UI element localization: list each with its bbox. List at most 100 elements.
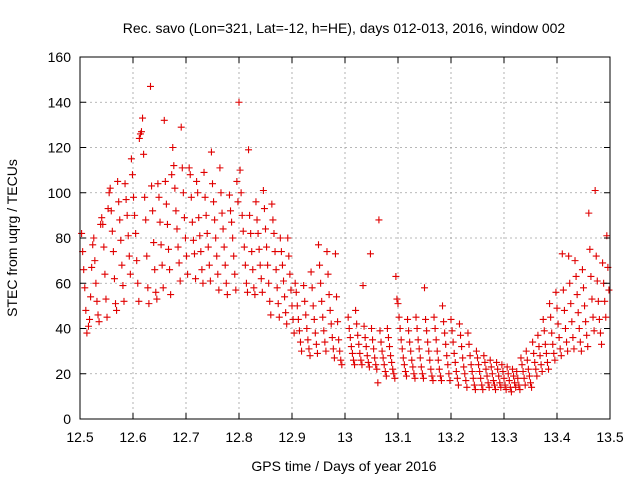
data-point bbox=[566, 279, 574, 287]
data-point bbox=[411, 374, 419, 382]
data-point bbox=[198, 266, 206, 274]
data-point bbox=[317, 279, 325, 287]
data-point bbox=[189, 236, 197, 244]
data-point bbox=[460, 363, 468, 371]
data-point bbox=[327, 320, 335, 328]
data-point bbox=[155, 193, 163, 201]
data-point bbox=[436, 372, 444, 380]
data-point bbox=[561, 325, 569, 332]
y-tick-label: 80 bbox=[55, 230, 71, 246]
data-point bbox=[143, 252, 151, 260]
x-tick-label: 13.1 bbox=[384, 429, 411, 445]
data-point bbox=[114, 177, 122, 185]
data-point bbox=[569, 334, 577, 342]
data-point bbox=[588, 295, 596, 303]
data-point bbox=[318, 297, 326, 305]
data-point bbox=[308, 284, 316, 292]
data-point bbox=[326, 306, 334, 314]
data-point bbox=[144, 284, 152, 292]
data-point bbox=[102, 295, 110, 303]
data-point bbox=[152, 288, 160, 296]
data-point bbox=[594, 297, 602, 305]
data-point bbox=[415, 345, 423, 353]
x-tick-label: 12.8 bbox=[225, 429, 252, 445]
data-point bbox=[592, 252, 600, 260]
data-point bbox=[197, 248, 205, 256]
data-point bbox=[292, 288, 300, 296]
data-point bbox=[251, 291, 259, 299]
data-point bbox=[242, 279, 250, 287]
data-point bbox=[313, 349, 321, 357]
data-point bbox=[548, 329, 556, 337]
data-point bbox=[349, 356, 357, 364]
data-point bbox=[134, 279, 142, 287]
data-point bbox=[264, 261, 272, 269]
data-point bbox=[540, 327, 548, 335]
data-point bbox=[271, 248, 279, 256]
data-point bbox=[467, 361, 475, 369]
data-point bbox=[482, 365, 490, 373]
data-point bbox=[151, 266, 159, 274]
data-point bbox=[234, 198, 242, 206]
data-point bbox=[443, 352, 451, 360]
data-point bbox=[499, 367, 507, 375]
data-point bbox=[457, 331, 465, 339]
data-point bbox=[453, 374, 461, 382]
data-point bbox=[531, 358, 539, 366]
data-point bbox=[252, 198, 260, 206]
data-point bbox=[320, 327, 328, 335]
data-point bbox=[336, 347, 344, 355]
data-point bbox=[581, 302, 589, 310]
data-point bbox=[484, 379, 492, 387]
data-point bbox=[179, 189, 187, 197]
data-point bbox=[422, 315, 430, 323]
data-point bbox=[255, 245, 263, 253]
data-point bbox=[103, 313, 111, 321]
data-point bbox=[178, 164, 186, 172]
data-point bbox=[188, 218, 196, 226]
data-point bbox=[321, 338, 329, 346]
data-point bbox=[274, 300, 282, 308]
data-point bbox=[416, 354, 424, 362]
data-point bbox=[156, 218, 164, 226]
data-point bbox=[532, 365, 540, 373]
data-point bbox=[89, 241, 97, 249]
data-point bbox=[301, 297, 309, 305]
data-point bbox=[417, 363, 425, 371]
data-point bbox=[334, 318, 342, 326]
data-point bbox=[537, 361, 545, 369]
data-point bbox=[428, 372, 436, 380]
y-tick-label: 40 bbox=[55, 321, 71, 337]
data-point bbox=[501, 381, 509, 389]
data-point bbox=[589, 313, 597, 321]
data-point bbox=[545, 365, 553, 373]
data-point bbox=[412, 313, 420, 321]
data-point bbox=[183, 252, 191, 260]
data-point bbox=[306, 352, 314, 360]
data-point bbox=[287, 286, 295, 294]
data-point bbox=[558, 250, 566, 258]
grid-lines bbox=[80, 57, 610, 419]
data-point bbox=[514, 374, 522, 382]
data-point bbox=[265, 279, 273, 287]
y-tick-labels: 0 20 40 60 80 100 120 140 160 bbox=[48, 49, 72, 427]
data-point bbox=[84, 322, 92, 330]
x-tick-label: 12.7 bbox=[172, 429, 199, 445]
data-point bbox=[284, 234, 292, 242]
data-point bbox=[398, 345, 406, 353]
data-point bbox=[177, 123, 185, 131]
data-point bbox=[273, 284, 281, 292]
data-point bbox=[213, 252, 221, 260]
data-point bbox=[565, 252, 573, 260]
data-point bbox=[267, 311, 275, 319]
data-point bbox=[173, 225, 181, 233]
data-point bbox=[157, 241, 165, 249]
data-point bbox=[418, 370, 426, 378]
data-point bbox=[591, 186, 599, 194]
data-point bbox=[171, 184, 179, 192]
data-point bbox=[535, 343, 543, 351]
data-point bbox=[227, 207, 235, 215]
data-point bbox=[528, 383, 536, 391]
data-point bbox=[211, 216, 219, 224]
x-tick-label: 12.6 bbox=[119, 429, 146, 445]
